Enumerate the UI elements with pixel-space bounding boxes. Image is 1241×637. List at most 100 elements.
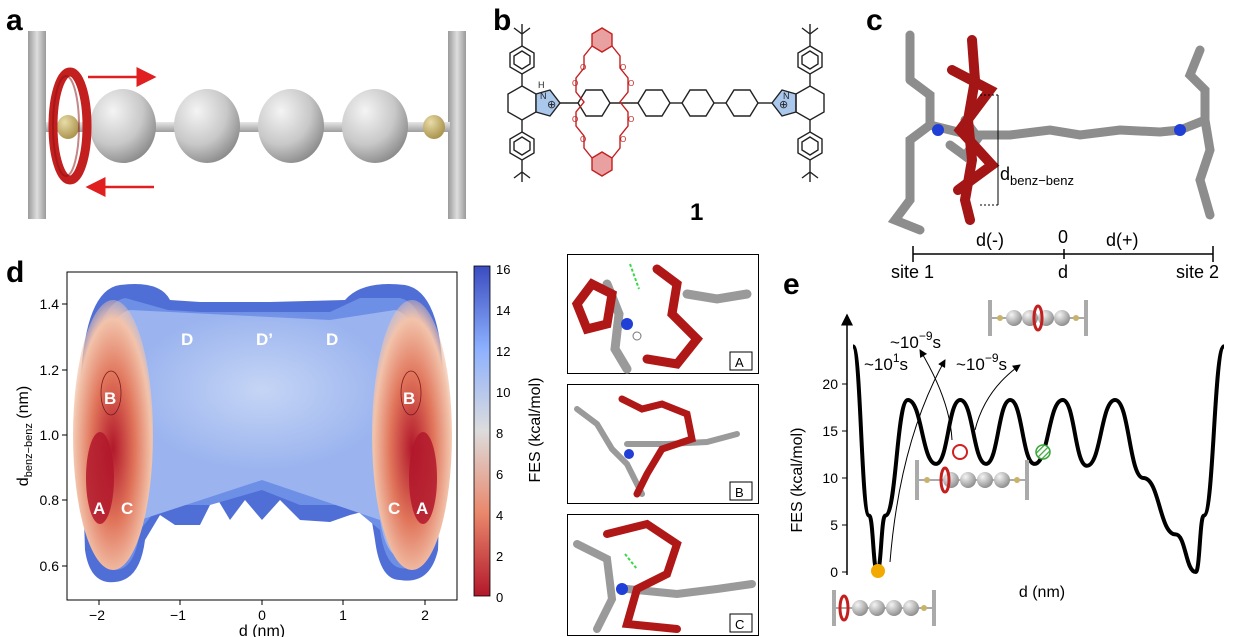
dbenz-label: dbenz−benz: [1000, 164, 1074, 188]
station-bead-4: [342, 89, 408, 163]
cb-tick-8: 8: [496, 426, 503, 441]
snapshot-a: A: [567, 254, 759, 374]
zero-label: 0: [1058, 227, 1068, 247]
inset-top-rotaxane: [988, 300, 1088, 336]
svg-text:O: O: [572, 115, 578, 124]
axle: [46, 122, 450, 132]
snapshot-a-label: A: [735, 355, 744, 370]
heatmap-ylabel-unit: (nm): [15, 386, 32, 419]
plus-label-left: ⊕: [547, 99, 556, 111]
e-ytick-20: 20: [822, 376, 838, 392]
region-c-right: C: [388, 499, 400, 518]
snapshot-c: C: [567, 514, 759, 636]
svg-text:O: O: [620, 63, 626, 72]
fes-curve: [851, 344, 1226, 575]
basin-right: [372, 300, 452, 570]
region-d-prime: D’: [256, 330, 273, 349]
svg-text:O: O: [628, 79, 634, 88]
e-ytick-0: 0: [830, 564, 838, 580]
n-label-left: N: [540, 91, 547, 101]
ann-right: ~10−9s: [956, 351, 1007, 374]
region-a-right: A: [416, 499, 428, 518]
plus-label-right: ⊕: [779, 99, 788, 111]
e-ytick-5: 5: [830, 517, 838, 533]
ann-top: ~10−9s: [890, 329, 941, 352]
station-bead-3: [258, 89, 324, 163]
region-b-left: B: [104, 389, 116, 408]
inset-bottom-rotaxane: [832, 590, 936, 626]
xtick--2: −2: [89, 607, 105, 623]
gold-station-right: [423, 115, 445, 139]
cb-tick-14: 14: [496, 303, 510, 318]
panel-label-d: d: [6, 256, 25, 289]
marker-ring-state: [952, 444, 968, 460]
heatmap-xlabel: d (nm): [239, 623, 285, 637]
snapshot-c-label: C: [735, 617, 744, 632]
cb-tick-12: 12: [496, 344, 510, 359]
e-xlabel: d (nm): [1019, 584, 1065, 601]
xtick-2: 2: [421, 607, 429, 623]
e-ylabel: FES (kcal/mol): [789, 428, 806, 533]
cb-tick-10: 10: [496, 385, 510, 400]
region-a-left: A: [93, 499, 105, 518]
ytick-1.4: 1.4: [40, 296, 60, 312]
colorbar: [473, 265, 491, 597]
d-minus-label: d(-): [976, 230, 1004, 250]
colorbar-label: FES (kcal/mol): [527, 378, 544, 483]
station-bead-1: [90, 89, 156, 163]
svg-text:O: O: [628, 115, 634, 124]
snapshot-b: B: [567, 384, 759, 504]
heatmap-ylabel-sub: benz−benz: [23, 423, 35, 477]
panel-label-c: c: [866, 4, 883, 37]
cb-tick-4: 4: [496, 508, 503, 523]
fes-heatmap: A C B D D’ D B C A 0.6 0.8 1.0 1.2 1.4 −…: [15, 262, 544, 637]
snapshot-b-label: B: [735, 485, 744, 500]
station-bead-2: [174, 89, 240, 163]
md-snapshot-axle: dbenz−benz d(-) 0 d(+) d site 1 site 2: [887, 30, 1219, 282]
ytick-1.0: 1.0: [40, 427, 60, 443]
svg-text:O: O: [620, 135, 626, 144]
svg-text:O: O: [580, 135, 586, 144]
cb-tick-6: 6: [496, 467, 503, 482]
n-label-right: N: [783, 91, 790, 101]
panel-label-a: a: [6, 4, 23, 37]
panel-label-e: e: [783, 268, 800, 301]
heatmap-ylabel: dbenz−benz (nm): [15, 386, 35, 486]
region-d-right: D: [326, 330, 338, 349]
dbenz-subscript: benz−benz: [1010, 173, 1074, 188]
nh-label-left-top: H: [538, 80, 545, 90]
cb-tick-2: 2: [496, 549, 503, 564]
region-b-right: B: [403, 389, 415, 408]
cb-tick-0: 0: [496, 590, 503, 605]
right-stopper-wall: [448, 31, 466, 219]
d-plus-label: d(+): [1106, 230, 1139, 250]
xtick-0: 0: [258, 607, 266, 623]
compound-number: 1: [690, 199, 703, 226]
ann-left: ~101s: [864, 351, 908, 374]
rotaxane-cartoon: [28, 31, 466, 219]
xtick-1: 1: [339, 607, 347, 623]
marker-global-min: [871, 564, 885, 578]
d-axis-label: d: [1058, 262, 1068, 282]
site-1-label: site 1: [891, 262, 934, 282]
gold-station-left: [57, 115, 79, 139]
cb-tick-16: 16: [496, 262, 510, 277]
svg-text:O: O: [572, 79, 578, 88]
e-ytick-15: 15: [822, 423, 838, 439]
ytick-0.6: 0.6: [40, 558, 60, 574]
fes-profile: 0 5 10 15 20 FES (kcal/mol) d (nm) ~101s…: [789, 300, 1226, 626]
basin-left: [73, 300, 153, 570]
ytick-1.2: 1.2: [40, 362, 60, 378]
inset-middle-rotaxane: [915, 460, 1029, 500]
left-stopper-wall: [28, 31, 46, 219]
site-2-label: site 2: [1176, 262, 1219, 282]
panel-label-b: b: [493, 4, 512, 37]
region-d-left: D: [181, 330, 193, 349]
region-c-left: C: [121, 499, 133, 518]
e-ytick-10: 10: [822, 470, 838, 486]
marker-next-station: [1035, 444, 1051, 460]
ytick-0.8: 0.8: [40, 492, 60, 508]
svg-text:O: O: [580, 63, 586, 72]
xtick--1: −1: [170, 607, 186, 623]
